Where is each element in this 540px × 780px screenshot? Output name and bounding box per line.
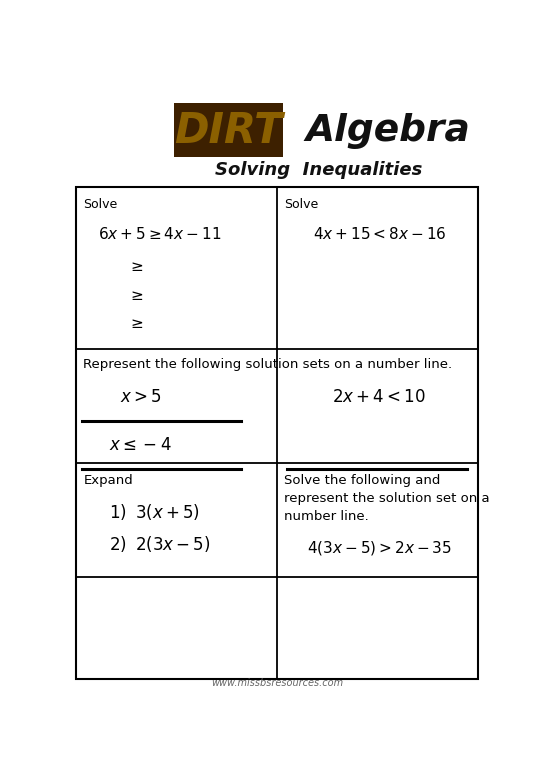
Text: Represent the following solution sets on a number line.: Represent the following solution sets on… — [83, 359, 453, 371]
Text: Expand: Expand — [83, 473, 133, 487]
Text: Solve: Solve — [284, 197, 319, 211]
Text: $x \leq -4$: $x \leq -4$ — [110, 436, 172, 454]
Text: number line.: number line. — [284, 510, 369, 523]
Text: represent the solution set on a: represent the solution set on a — [284, 492, 490, 505]
Text: $6x + 5 \geq 4x - 11$: $6x + 5 \geq 4x - 11$ — [98, 225, 221, 242]
Text: Solving  Inequalities: Solving Inequalities — [215, 161, 422, 179]
Text: Solve the following and: Solve the following and — [284, 473, 441, 487]
Text: $\geq$: $\geq$ — [129, 288, 145, 303]
Text: DIRT: DIRT — [174, 110, 283, 152]
Polygon shape — [174, 103, 283, 157]
Text: Algebra: Algebra — [305, 113, 470, 149]
Text: Solve: Solve — [83, 197, 118, 211]
Text: $1)\;\; 3(x + 5)$: $1)\;\; 3(x + 5)$ — [109, 502, 200, 522]
Text: $x > 5$: $x > 5$ — [120, 388, 161, 406]
Text: $2)\;\; 2(3x - 5)$: $2)\;\; 2(3x - 5)$ — [109, 534, 211, 554]
Text: $2x + 4 < 10$: $2x + 4 < 10$ — [332, 388, 426, 406]
Text: $\geq$: $\geq$ — [129, 259, 145, 274]
Text: $4x + 15 < 8x - 16$: $4x + 15 < 8x - 16$ — [313, 225, 446, 242]
Text: $4(3x - 5) > 2x - 35$: $4(3x - 5) > 2x - 35$ — [307, 539, 452, 557]
Text: $\geq$: $\geq$ — [129, 317, 145, 332]
Text: www.missbsresources.com: www.missbsresources.com — [211, 678, 343, 688]
